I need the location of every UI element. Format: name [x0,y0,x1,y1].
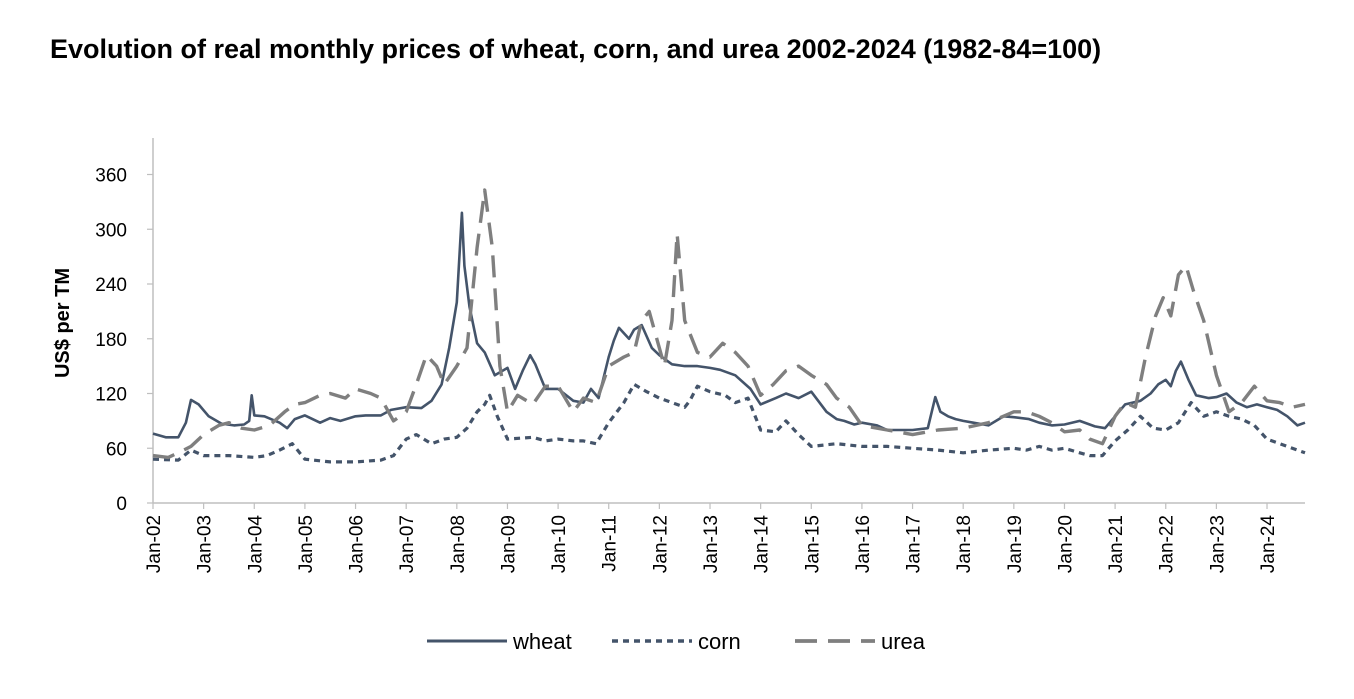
x-tick-label: Jan-07 [397,515,418,573]
x-tick-label: Jan-09 [498,515,519,573]
legend-label-corn: corn [698,629,741,654]
y-axis: 0 60 120 180 240 300 360 [95,166,153,515]
x-tick-label: Jan-11 [600,515,621,572]
x-tick-label: Jan-16 [853,515,874,573]
y-axis-title: US$ per TM [52,268,74,378]
x-tick-label: Jan-04 [245,515,266,574]
y-tick-label: 300 [95,220,127,241]
series-line-corn [152,382,1306,464]
y-tick-label: 240 [95,275,127,296]
x-tick-label: Jan-24 [1258,515,1279,574]
x-tick-label: Jan-21 [1106,515,1127,573]
y-tick-label: 0 [116,494,127,515]
series-line-urea [152,188,1306,460]
legend: wheat corn urea [427,629,926,654]
series-line-wheat [152,211,1306,439]
x-tick-label: Jan-17 [904,515,925,573]
x-tick-label: Jan-18 [954,515,975,573]
x-tick-label: Jan-02 [144,515,165,573]
y-tick-label: 180 [95,330,127,351]
x-tick-label: Jan-06 [347,515,368,573]
legend-label-urea: urea [881,629,926,654]
y-tick-label: 360 [95,166,127,187]
x-tick-label: Jan-22 [1157,515,1178,573]
x-tick-label: Jan-15 [802,515,823,573]
x-tick-label: Jan-10 [549,515,570,573]
y-tick-label: 60 [106,439,127,460]
x-tick-label: Jan-13 [701,515,722,573]
x-tick-label: Jan-12 [650,515,671,573]
x-tick-label: Jan-14 [752,515,773,574]
x-tick-label: Jan-03 [195,515,216,573]
series-layer [152,188,1306,464]
chart-title: Evolution of real monthly prices of whea… [50,34,1102,64]
x-tick-label: Jan-05 [296,515,317,573]
plot-area [152,138,1305,504]
x-tick-label: Jan-20 [1055,515,1076,573]
y-tick-label: 120 [95,385,127,406]
legend-label-wheat: wheat [512,629,572,654]
x-tick-label: Jan-23 [1207,515,1228,573]
x-axis: Jan-02 Jan-03 Jan-04 Jan-05 Jan-06 Jan-07 Jan-… [144,503,1279,573]
x-tick-label: Jan-19 [1005,515,1026,573]
x-tick-label: Jan-08 [448,515,469,573]
